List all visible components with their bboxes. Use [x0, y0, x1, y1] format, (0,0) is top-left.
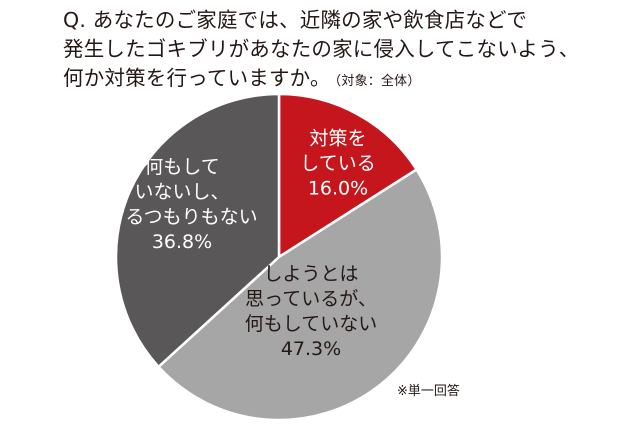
- pie-slice-2-label-line: しようとは: [263, 263, 358, 285]
- question-line-2: 発生したゴキブリがあなたの家に侵入してこないよう、: [63, 37, 580, 61]
- pie-slice-1: [277, 92, 418, 259]
- pie-slice-3-label-line: するつもりもない: [106, 206, 257, 228]
- pie-slice-3-label-line: いないし、: [134, 181, 229, 203]
- pie-slice-1-label-line: 対策を: [309, 128, 366, 150]
- question-line-1: Q. あなたのご家庭では、近隣の家や飲食店などで: [63, 8, 528, 32]
- question-target: （対象：全体）: [334, 74, 421, 89]
- pie-slice-2-label-line: 思っているが、: [245, 288, 377, 310]
- question-title: Q. あなたのご家庭では、近隣の家や飲食店などで 発生したゴキブリがあなたの家に…: [63, 6, 633, 96]
- question-line-3-text: 何か対策を行っていますか。: [63, 66, 331, 90]
- pie-slice-3: [114, 92, 281, 369]
- question-line-3: 何か対策を行っていますか。 （対象：全体）: [63, 64, 633, 96]
- pie-slice-3-label-line: 何もして: [144, 156, 219, 178]
- pie-slice-3-value-label: 36.8%: [152, 231, 212, 253]
- pie-slice-2: [157, 168, 444, 422]
- pie-slice-2-label-line: 何もしていない: [245, 313, 377, 335]
- pie-slice-2-value-label: 47.3%: [281, 338, 341, 360]
- pie-slice-1-value-label: 16.0%: [308, 178, 368, 200]
- answer-type-note: ※単一回答: [397, 384, 460, 399]
- pie-slice-1-label-line: している: [300, 153, 375, 175]
